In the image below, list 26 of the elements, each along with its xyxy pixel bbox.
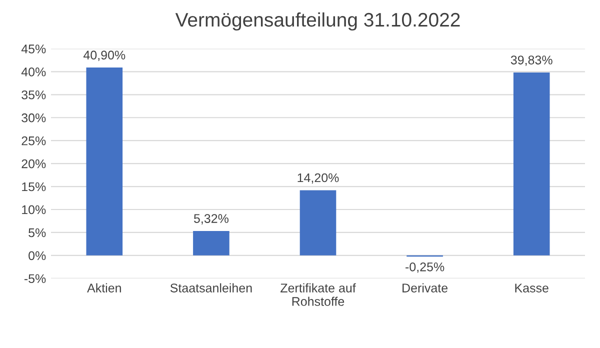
y-tick-label: 40% <box>21 67 46 76</box>
y-tick-label: 25% <box>22 136 46 146</box>
y-tick-label: -5% <box>24 274 46 284</box>
y-tick-label: 15% <box>22 182 46 192</box>
bar <box>513 72 550 256</box>
y-tick-label: 45% <box>21 44 46 54</box>
bar <box>86 68 123 256</box>
data-label: 39,83% <box>510 56 552 66</box>
x-tick-label: Staatsanleihen <box>170 283 252 292</box>
data-label: -0,25% <box>406 262 444 273</box>
x-tick-label: Kasse <box>515 284 548 292</box>
y-tick-label: 0% <box>28 251 46 260</box>
bar <box>193 230 230 256</box>
x-tick-label: Aktien <box>87 283 121 292</box>
x-tick-label: Zertifikate auf Rohstoffe <box>280 283 356 306</box>
y-tick-label: 5% <box>28 228 46 238</box>
x-tick-label: Derivate <box>402 283 448 292</box>
data-label: 5,32% <box>194 214 228 224</box>
y-tick-label: 10% <box>22 205 46 214</box>
chart-title: Vermögensaufteilung 31.10.2022 <box>175 12 460 31</box>
y-tick-label: 35% <box>22 90 46 100</box>
data-label: 14,20% <box>298 173 339 184</box>
data-label: 40,90% <box>83 50 126 62</box>
y-tick-label: 30% <box>22 113 46 122</box>
y-tick-label: 20% <box>22 159 46 168</box>
bar <box>300 190 336 256</box>
